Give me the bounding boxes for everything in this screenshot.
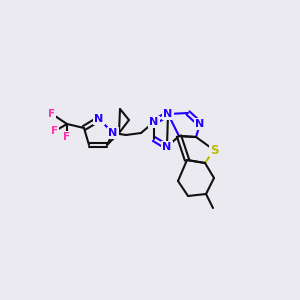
Text: N: N — [149, 117, 159, 127]
Text: F: F — [48, 109, 56, 119]
Text: S: S — [210, 143, 218, 157]
Text: N: N — [164, 109, 172, 119]
Text: N: N — [195, 119, 205, 129]
Text: F: F — [63, 132, 70, 142]
Text: N: N — [162, 142, 172, 152]
Text: F: F — [51, 126, 58, 136]
Text: N: N — [94, 114, 103, 124]
Text: N: N — [108, 128, 118, 138]
Text: N: N — [164, 109, 172, 119]
